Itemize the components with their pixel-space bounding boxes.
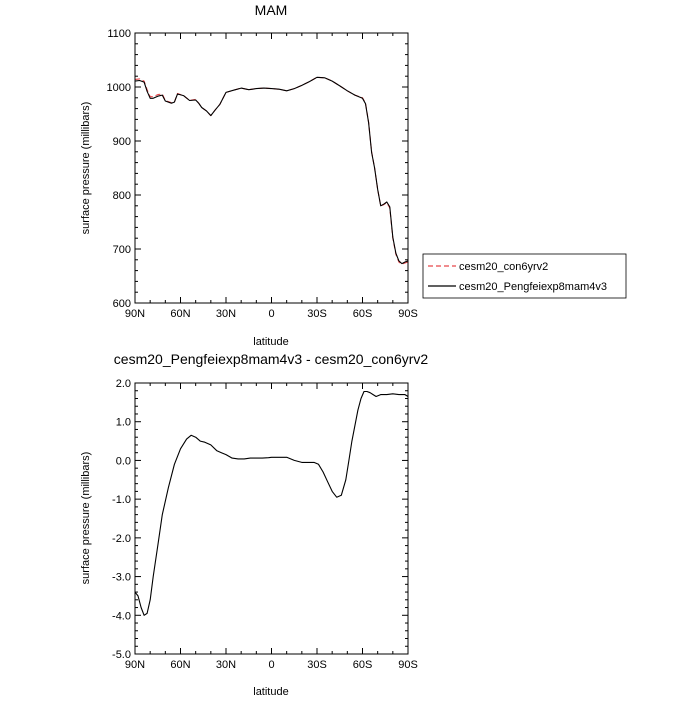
bottom-panel: cesm20_Pengfeiexp8mam4v3 - cesm20_con6yr…: [80, 351, 428, 698]
bottom-x-tick-label: 90S: [398, 659, 418, 671]
top-y-tick-label: 600: [113, 298, 131, 310]
bottom-series-line-1: [134, 390, 409, 616]
bottom-x-tick-label: 30S: [307, 659, 327, 671]
legend: cesm20_con6yrv2 cesm20_Pengfeiexp8mam4v3: [422, 253, 627, 299]
top-x-tick-label: 30S: [307, 308, 327, 320]
top-series-line-2: [134, 76, 409, 265]
top-x-axis-label: latitude: [253, 336, 288, 348]
bottom-x-tick-label: 30N: [216, 659, 236, 671]
bottom-y-tick-label: -4.0: [112, 610, 131, 622]
bottom-x-axis-label: latitude: [253, 686, 288, 698]
top-y-axis-label: surface pressure (millibars): [80, 102, 92, 235]
top-y-tick-label: 1000: [107, 82, 131, 94]
bottom-x-tick-label: 60N: [170, 659, 190, 671]
bottom-y-tick-label: -1.0: [112, 494, 131, 506]
legend-box: [422, 253, 627, 299]
bottom-plot-area: 90N 60N 30N 0 30S 60S 90S 2.0 1.0 0.0 -1.0 -2.0 -3.0…: [112, 378, 418, 671]
top-panel: MAM 90N 60N 30N 0 30S 60S 90S 600 700 800 900 1000 1…: [80, 2, 418, 348]
bottom-x-tick-label: 90N: [125, 659, 145, 671]
top-x-tick-label: 90N: [125, 308, 145, 320]
bottom-x-tick-label: 0: [268, 659, 274, 671]
legend-label-pengfeiexp8mam4v3: cesm20_Pengfeiexp8mam4v3: [459, 281, 607, 293]
bottom-y-tick-label: 1.0: [116, 417, 131, 429]
top-y-tick-label: 900: [113, 136, 131, 148]
bottom-y-tick-label: -5.0: [112, 649, 131, 661]
top-x-tick-label: 90S: [398, 308, 418, 320]
top-plot-area: 90N 60N 30N 0 30S 60S 90S 600 700 800 900 1000 1100: [107, 28, 418, 320]
bottom-panel-title: cesm20_Pengfeiexp8mam4v3 - cesm20_con6yr…: [114, 351, 429, 367]
bottom-y-tick-label: 2.0: [116, 378, 131, 390]
bottom-y-tick-label: 0.0: [116, 455, 131, 467]
top-x-tick-label: 60S: [353, 308, 373, 320]
top-x-tick-label: 60N: [170, 308, 190, 320]
top-x-tick-label: 0: [268, 308, 274, 320]
top-y-tick-label: 800: [113, 190, 131, 202]
bottom-y-axis-label: surface pressure (millibars): [80, 452, 92, 585]
bottom-y-tick-label: -2.0: [112, 533, 131, 545]
top-x-tick-label: 30N: [216, 308, 236, 320]
bottom-y-tick-label: -3.0: [112, 572, 131, 584]
legend-label-con6yrv2: cesm20_con6yrv2: [459, 261, 548, 273]
top-y-tick-label: 700: [113, 244, 131, 256]
top-panel-title: MAM: [255, 2, 288, 18]
bottom-x-tick-label: 60S: [353, 659, 373, 671]
top-y-tick-label: 1100: [107, 28, 131, 40]
